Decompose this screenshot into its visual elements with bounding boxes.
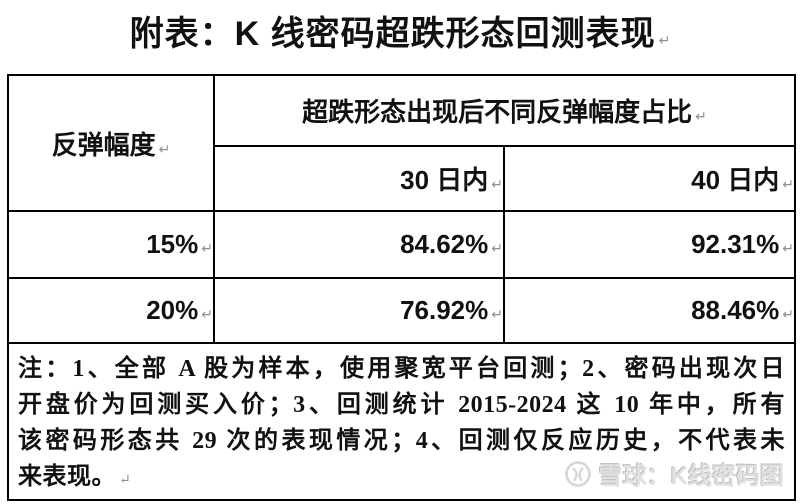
xueqiu-logo-icon: [564, 460, 592, 488]
cell-row1-label: 15% ↵: [7, 210, 215, 279]
table-row: 15% ↵ 84.62% ↵ 92.31% ↵: [7, 210, 796, 279]
footnote-line: 该密码形态共 29 次的表现情况；4、回测仅反应历史，不代表未: [18, 428, 785, 454]
note-row: 注：1、全部 A 股为样本，使用聚宽平台回测；2、密码出现次日 开盘价为回测买入…: [7, 342, 796, 501]
footnote-line: 注：1、全部 A 股为样本，使用聚宽平台回测；2、密码出现次日: [18, 356, 785, 382]
watermark: 雪球：K线密码图: [564, 456, 784, 491]
return-mark-icon: ↵: [491, 240, 503, 256]
cell-row2-30d: 76.92% ↵: [213, 277, 505, 344]
row1-label-text: 15%: [146, 229, 199, 259]
footnote-line: 来表现。 ↵: [18, 459, 785, 499]
cell-row2-40d: 88.46% ↵: [503, 277, 796, 344]
header-rebound-amplitude-text: 反弹幅度: [51, 129, 156, 160]
return-mark-icon: ↵: [782, 176, 794, 192]
row1-30d-value: 84.62%: [400, 229, 489, 259]
return-mark-icon: ↵: [782, 306, 794, 322]
header-30d-text: 30 日内: [400, 165, 489, 195]
cell-row1-30d: 84.62% ↵: [213, 210, 505, 279]
return-mark-icon: ↵: [201, 306, 213, 322]
return-mark-icon: ↵: [201, 240, 213, 256]
return-mark-icon: ↵: [658, 32, 671, 48]
row1-40d-value: 92.31%: [691, 229, 780, 259]
return-mark-icon: ↵: [782, 240, 794, 256]
row2-30d-value: 76.92%: [400, 295, 489, 325]
footnote-line: 开盘价为回测买入价；3、回测统计 2015-2024 这 10 年中，所有: [18, 392, 785, 418]
header-row-group: 反弹幅度 ↵ 超跌形态出现后不同反弹幅度占比 ↵: [7, 74, 796, 212]
cell-row2-label: 20% ↵: [7, 277, 215, 344]
row2-40d-value: 88.46%: [691, 295, 780, 325]
table-row: 20% ↵ 76.92% ↵ 88.46% ↵: [7, 277, 796, 344]
backtest-table: 反弹幅度 ↵ 超跌形态出现后不同反弹幅度占比 ↵ 30 日内 ↵ 40 日内 ↵ 15%…: [7, 74, 796, 501]
header-cell-group: 超跌形态出现后不同反弹幅度占比 ↵: [213, 74, 796, 147]
header-cell-30d: 30 日内 ↵: [213, 145, 505, 212]
header-row-days: 30 日内 ↵ 40 日内 ↵: [8, 145, 796, 212]
header-40d-text: 40 日内: [691, 165, 780, 195]
return-mark-icon: ↵: [491, 176, 503, 192]
footnote-line-text: 来表现。: [18, 464, 116, 490]
page-title: 附表：K 线密码超跌形态回测表现 ↵: [0, 12, 800, 62]
return-mark-icon: ↵: [119, 473, 131, 488]
page-title-text: 附表：K 线密码超跌形态回测表现: [129, 15, 656, 53]
footnote: 注：1、全部 A 股为样本，使用聚宽平台回测；2、密码出现次日 开盘价为回测买入…: [9, 344, 794, 499]
header-group-text: 超跌形态出现后不同反弹幅度占比: [302, 97, 693, 127]
note-cell: 注：1、全部 A 股为样本，使用聚宽平台回测；2、密码出现次日 开盘价为回测买入…: [7, 342, 796, 501]
return-mark-icon: ↵: [158, 140, 171, 157]
cell-row1-40d: 92.31% ↵: [503, 210, 796, 279]
row2-label-text: 20%: [146, 295, 199, 325]
return-mark-icon: ↵: [491, 306, 503, 322]
watermark-text: 雪球：K线密码图: [598, 463, 784, 490]
header-cell-rebound-amplitude: 反弹幅度 ↵: [7, 74, 215, 212]
return-mark-icon: ↵: [695, 108, 707, 124]
header-cell-40d: 40 日内 ↵: [503, 145, 796, 212]
